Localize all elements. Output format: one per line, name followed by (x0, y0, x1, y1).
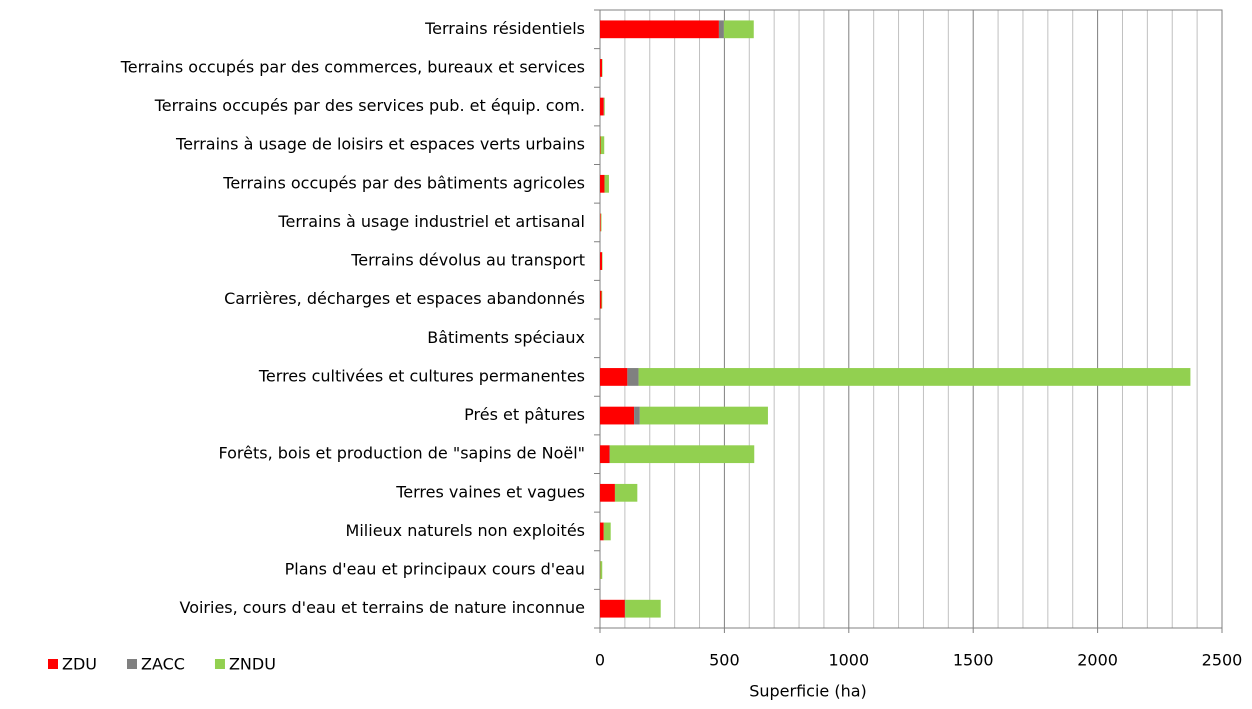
legend-label: ZNDU (229, 655, 276, 674)
bar-segment (601, 290, 603, 309)
bar-segment (600, 213, 602, 232)
bar-segment (718, 20, 724, 39)
x-tick-label: 2000 (1077, 651, 1118, 670)
bar-segment (600, 136, 605, 155)
y-tick-label: Terrains dévolus au transport (350, 251, 585, 270)
bar-segment (600, 252, 602, 270)
y-tick-label: Voiries, cours d'eau et terrains de natu… (179, 598, 585, 617)
plot-frame (599, 9, 1223, 629)
bar-segment (600, 445, 610, 464)
y-tick-label: Bâtiments spéciaux (427, 328, 585, 347)
y-tick-label: Carrières, décharges et espaces abandonn… (224, 289, 585, 308)
y-tick-label: Terrains occupés par des bâtiments agric… (222, 173, 585, 192)
bar-segment (600, 483, 615, 502)
bar-segment (639, 406, 768, 425)
bar-segment (603, 97, 605, 116)
bar-segment (634, 406, 640, 425)
bar-segment (625, 599, 661, 618)
bar-segment (600, 406, 635, 425)
y-tick-label: Forêts, bois et production de "sapins de… (218, 444, 585, 463)
bar-segment (600, 599, 625, 618)
legend-swatch (214, 659, 225, 669)
x-tick-label: 1000 (828, 651, 869, 670)
x-tick-label: 1500 (953, 651, 994, 670)
bar-segment (600, 522, 604, 541)
y-tick-label: Terres cultivées et cultures permanentes (258, 366, 585, 385)
bar-segment (600, 174, 605, 193)
bar-segment (600, 561, 603, 579)
y-tick-label: Terrains résidentiels (424, 19, 585, 38)
bar-segment (600, 213, 601, 232)
y-tick-label: Plans d'eau et principaux cours d'eau (285, 560, 585, 579)
bar-segment (603, 522, 611, 541)
bar-segment (638, 368, 1191, 386)
legend-label: ZDU (62, 655, 97, 674)
legend-label: ZACC (141, 655, 185, 674)
y-tick-label: Prés et pâtures (464, 405, 585, 424)
y-tick-label: Terrains à usage industriel et artisanal (277, 212, 585, 231)
y-tick-label: Terrains occupés par des commerces, bure… (120, 57, 585, 76)
y-tick-label: Terres vaines et vagues (395, 482, 585, 501)
x-tick-label: 2500 (1202, 651, 1243, 670)
bar-segment (604, 174, 609, 193)
x-tick-label: 0 (595, 651, 605, 670)
bar-segment (627, 368, 639, 386)
bar-segment (600, 290, 602, 309)
bar-segment (600, 368, 628, 386)
y-tick-label: Terrains occupés par des services pub. e… (154, 96, 585, 115)
x-axis-label: Superficie (ha) (749, 682, 867, 701)
bar-segment (723, 20, 754, 39)
x-tick-label: 500 (709, 651, 740, 670)
legend-swatch (48, 659, 58, 669)
y-tick-label: Terrains à usage de loisirs et espaces v… (175, 135, 585, 154)
bar-segment (600, 59, 602, 77)
legend-swatch (127, 659, 137, 669)
bar-segment (614, 483, 638, 502)
bar-segment (600, 97, 604, 116)
bar-segment (600, 20, 719, 39)
bar-segment (609, 445, 755, 464)
y-tick-label: Milieux naturels non exploités (346, 521, 585, 540)
